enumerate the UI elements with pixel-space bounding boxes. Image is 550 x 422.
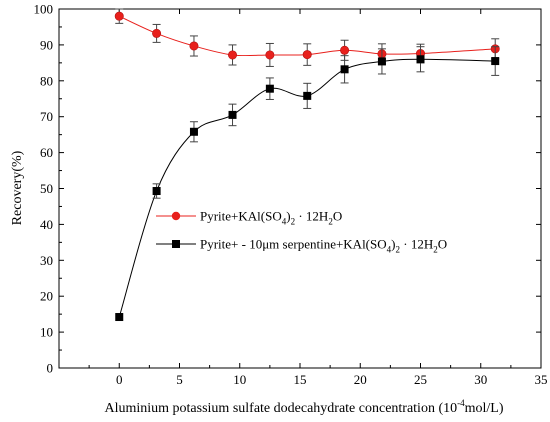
x-tick-label: 0 (116, 372, 123, 387)
x-tick-label: 10 (233, 372, 246, 387)
y-tick-label: 0 (47, 361, 54, 376)
y-tick-label: 70 (40, 109, 53, 124)
y-tick-label: 10 (40, 325, 53, 340)
legend-subscript: 2 (433, 245, 438, 255)
series-line-1 (119, 15, 496, 57)
data-point-square (115, 313, 124, 322)
legend-subscript: 4 (282, 217, 287, 227)
x-tick-label: 5 (176, 372, 183, 387)
series-line-2 (118, 58, 496, 318)
legend-text-part: · (295, 209, 306, 224)
legend-text-part: ) (286, 209, 290, 224)
legend-label-2: Pyrite+ - 10μm serpentine+KAl(SO4)2 · 12… (200, 237, 447, 255)
plot-frame (58, 8, 542, 369)
y-tick-label: 80 (40, 73, 53, 88)
legend-text-part: Pyrite+ - 10μm serpentine+KAl(SO (200, 237, 387, 252)
legend-marker-square (172, 240, 180, 248)
legend-subscript: 2 (395, 245, 400, 255)
data-point-circle (152, 28, 162, 38)
data-point-circle (302, 50, 312, 60)
y-tick-label: 60 (40, 145, 53, 160)
data-point-circle (189, 41, 199, 51)
legend-text-part: Pyrite+KAl(SO (200, 209, 282, 224)
legend-text-part: 12H (306, 209, 328, 224)
data-point-circle (265, 50, 275, 60)
x-tick-label: 25 (414, 372, 427, 387)
data-point-square (491, 57, 500, 66)
data-point-square (265, 84, 274, 93)
legend-subscript: 2 (291, 217, 296, 227)
data-point-circle (114, 11, 124, 21)
legend-text-part: 12H (411, 237, 433, 252)
y-axis-title: Recovery(%) (10, 150, 25, 225)
x-tick-label: 35 (535, 372, 548, 387)
legend-text-part: O (333, 209, 342, 224)
data-point-square (152, 187, 161, 196)
legend-marker-circle (171, 211, 181, 221)
x-tick-label: 15 (294, 372, 307, 387)
data-point-square (377, 57, 386, 66)
legend-subscript: 2 (328, 217, 333, 227)
legend-text-part: · (400, 237, 411, 252)
axes: 0 5 10 15 20 25 30 35 0 10 20 30 40 50 60 70 80 90 100 (34, 2, 548, 388)
data-point-square (303, 91, 312, 100)
y-tick-label: 90 (40, 37, 53, 52)
legend-text-part: O (438, 237, 447, 252)
legend-text-part: ) (391, 237, 395, 252)
x-axis-title-sup: -4 (457, 398, 465, 408)
legend-label-1: Pyrite+KAl(SO4)2 · 12H2O (200, 209, 342, 227)
data-point-square (340, 65, 349, 74)
data-point-circle (340, 45, 350, 55)
y-tick-label: 50 (40, 181, 53, 196)
legend-subscript: 4 (387, 245, 392, 255)
data-point-square (228, 110, 237, 119)
data-marks (114, 8, 500, 322)
y-tick-label: 30 (40, 253, 53, 268)
x-axis-title-main: Aluminium potassium sulfate dodecahydrat… (104, 401, 457, 416)
y-tick-label: 40 (40, 217, 53, 232)
x-axis-title-tail: mol/L) (465, 401, 504, 416)
y-tick-label: 20 (40, 289, 53, 304)
x-axis-title: Aluminium potassium sulfate dodecahydrat… (104, 398, 503, 416)
x-tick-label: 30 (474, 372, 487, 387)
data-point-square (189, 127, 198, 136)
x-tick-label: 20 (354, 372, 367, 387)
data-point-square (416, 55, 425, 64)
data-point-circle (228, 50, 238, 60)
y-tick-label: 100 (34, 2, 54, 17)
